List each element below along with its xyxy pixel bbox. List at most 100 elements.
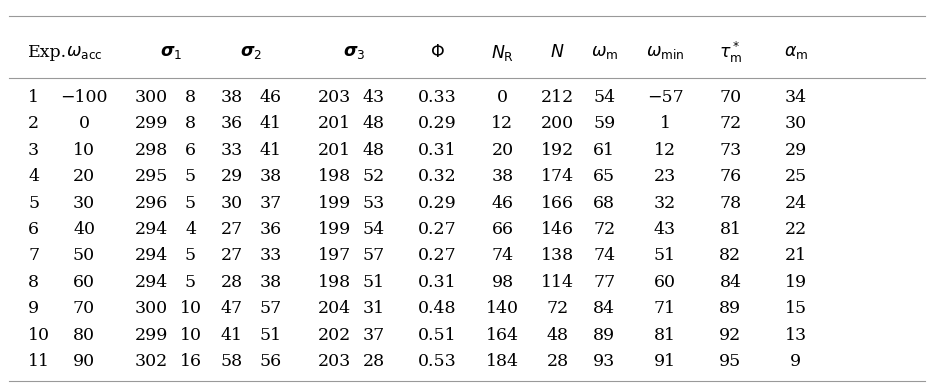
- Text: 0.33: 0.33: [417, 89, 457, 106]
- Text: 43: 43: [362, 89, 385, 106]
- Text: 41: 41: [220, 326, 243, 343]
- Text: 298: 298: [134, 142, 168, 159]
- Text: 200: 200: [541, 116, 574, 133]
- Text: 48: 48: [546, 326, 569, 343]
- Text: 77: 77: [593, 274, 616, 291]
- Text: 90: 90: [73, 353, 95, 370]
- Text: 146: 146: [541, 221, 574, 238]
- Text: 57: 57: [260, 300, 282, 317]
- Text: 20: 20: [73, 168, 95, 185]
- Text: 74: 74: [593, 247, 616, 265]
- Text: 0.31: 0.31: [417, 274, 457, 291]
- Text: 0.29: 0.29: [417, 194, 457, 212]
- Text: 6: 6: [185, 142, 196, 159]
- Text: 202: 202: [318, 326, 351, 343]
- Text: 8: 8: [185, 89, 196, 106]
- Text: 30: 30: [785, 116, 807, 133]
- Text: 302: 302: [134, 353, 168, 370]
- Text: 10: 10: [179, 300, 202, 317]
- Text: 0: 0: [78, 116, 90, 133]
- Text: 5: 5: [185, 247, 196, 265]
- Text: 68: 68: [593, 194, 616, 212]
- Text: 37: 37: [362, 326, 385, 343]
- Text: $\boldsymbol{\sigma}_2$: $\boldsymbol{\sigma}_2$: [240, 44, 262, 61]
- Text: 92: 92: [719, 326, 742, 343]
- Text: 0.27: 0.27: [417, 221, 457, 238]
- Text: 28: 28: [546, 353, 569, 370]
- Text: $\tau_{\rm m}^*$: $\tau_{\rm m}^*$: [719, 40, 742, 65]
- Text: 12: 12: [654, 142, 676, 159]
- Text: 21: 21: [785, 247, 807, 265]
- Text: 1: 1: [28, 89, 39, 106]
- Text: 29: 29: [785, 142, 807, 159]
- Text: 300: 300: [134, 300, 168, 317]
- Text: 30: 30: [73, 194, 95, 212]
- Text: 12: 12: [491, 116, 514, 133]
- Text: 72: 72: [719, 116, 742, 133]
- Text: 72: 72: [546, 300, 569, 317]
- Text: −57: −57: [646, 89, 684, 106]
- Text: 46: 46: [491, 194, 514, 212]
- Text: 76: 76: [719, 168, 742, 185]
- Text: 0.31: 0.31: [417, 142, 457, 159]
- Text: 10: 10: [73, 142, 95, 159]
- Text: 27: 27: [220, 247, 243, 265]
- Text: 36: 36: [220, 116, 243, 133]
- Text: 41: 41: [260, 142, 282, 159]
- Text: 74: 74: [491, 247, 514, 265]
- Text: $N_{\rm R}$: $N_{\rm R}$: [491, 42, 514, 63]
- Text: 0.32: 0.32: [417, 168, 457, 185]
- Text: 37: 37: [260, 194, 282, 212]
- Text: 32: 32: [654, 194, 676, 212]
- Text: 203: 203: [318, 353, 351, 370]
- Text: 0: 0: [497, 89, 508, 106]
- Text: 72: 72: [593, 221, 616, 238]
- Text: $N$: $N$: [550, 44, 565, 61]
- Text: 29: 29: [220, 168, 243, 185]
- Text: 98: 98: [491, 274, 514, 291]
- Text: 38: 38: [260, 168, 282, 185]
- Text: 46: 46: [260, 89, 282, 106]
- Text: 4: 4: [185, 221, 196, 238]
- Text: 174: 174: [541, 168, 574, 185]
- Text: 295: 295: [134, 168, 168, 185]
- Text: 138: 138: [541, 247, 574, 265]
- Text: 5: 5: [185, 274, 196, 291]
- Text: 15: 15: [785, 300, 807, 317]
- Text: 28: 28: [220, 274, 243, 291]
- Text: $\omega_{\rm acc}$: $\omega_{\rm acc}$: [65, 44, 103, 61]
- Text: 13: 13: [785, 326, 807, 343]
- Text: 50: 50: [73, 247, 95, 265]
- Text: 58: 58: [220, 353, 243, 370]
- Text: 54: 54: [362, 221, 385, 238]
- Text: 52: 52: [362, 168, 385, 185]
- Text: 7: 7: [28, 247, 39, 265]
- Text: 48: 48: [362, 116, 385, 133]
- Text: 8: 8: [185, 116, 196, 133]
- Text: 28: 28: [362, 353, 385, 370]
- Text: 199: 199: [318, 194, 351, 212]
- Text: 11: 11: [28, 353, 50, 370]
- Text: 84: 84: [593, 300, 616, 317]
- Text: 84: 84: [719, 274, 742, 291]
- Text: 59: 59: [593, 116, 616, 133]
- Text: 199: 199: [318, 221, 351, 238]
- Text: 38: 38: [260, 274, 282, 291]
- Text: 2: 2: [28, 116, 39, 133]
- Text: 9: 9: [28, 300, 39, 317]
- Text: 1: 1: [659, 116, 671, 133]
- Text: 212: 212: [541, 89, 574, 106]
- Text: 201: 201: [318, 116, 351, 133]
- Text: 54: 54: [593, 89, 616, 106]
- Text: 27: 27: [220, 221, 243, 238]
- Text: 0.27: 0.27: [417, 247, 457, 265]
- Text: 203: 203: [318, 89, 351, 106]
- Text: 43: 43: [654, 221, 676, 238]
- Text: 164: 164: [486, 326, 519, 343]
- Text: 51: 51: [654, 247, 676, 265]
- Text: 40: 40: [73, 221, 95, 238]
- Text: 299: 299: [134, 326, 168, 343]
- Text: 19: 19: [785, 274, 807, 291]
- Text: 299: 299: [134, 116, 168, 133]
- Text: 38: 38: [220, 89, 243, 106]
